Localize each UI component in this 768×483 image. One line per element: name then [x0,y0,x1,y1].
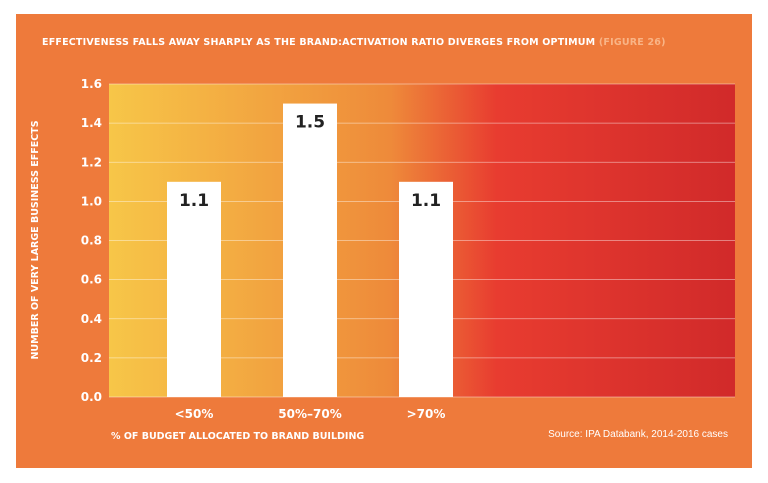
x-axis-ticks: <50% 50%–70% >70% [175,407,446,421]
bar-chart: 1.1 1.5 1.1 0.0 0.2 0.4 0.6 0.8 1.0 1.2 1.4 1.6 <5… [30,77,735,442]
bar [167,181,221,397]
bar-value-label: 1.5 [295,113,325,133]
bars [167,103,453,397]
x-axis-title: % OF BUDGET ALLOCATED TO BRAND BUILDING [111,431,364,442]
y-tick-label: 0.0 [81,390,102,404]
value-labels: 1.1 1.5 1.1 [179,113,441,211]
figure-label: (FIGURE 26) [598,37,666,48]
y-tick-label: 0.2 [81,351,102,365]
y-tick-label: 0.8 [81,234,102,248]
y-axis-title: NUMBER OF VERY LARGE BUSINESS EFFECTS [30,120,41,359]
chart-panel: EFFECTIVENESS FALLS AWAY SHARPLY AS THE … [16,14,752,468]
y-tick-label: 0.6 [81,273,102,287]
bar [283,103,337,397]
chart-title: EFFECTIVENESS FALLS AWAY SHARPLY AS THE … [42,37,666,48]
y-tick-label: 1.6 [81,77,102,91]
bar [399,181,453,397]
y-tick-label: 1.4 [81,116,102,130]
x-tick-label: >70% [407,407,446,421]
x-tick-label: <50% [175,407,214,421]
y-tick-label: 1.2 [81,155,102,169]
x-tick-label: 50%–70% [278,407,341,421]
y-tick-label: 0.4 [81,312,102,326]
source-note: Source: IPA Databank, 2014-2016 cases [548,429,728,440]
y-tick-label: 1.0 [81,194,102,208]
chart-title-text: EFFECTIVENESS FALLS AWAY SHARPLY AS THE … [42,37,596,48]
bar-value-label: 1.1 [411,191,441,211]
y-axis-ticks: 0.0 0.2 0.4 0.6 0.8 1.0 1.2 1.4 1.6 [81,77,102,404]
bar-value-label: 1.1 [179,191,209,211]
